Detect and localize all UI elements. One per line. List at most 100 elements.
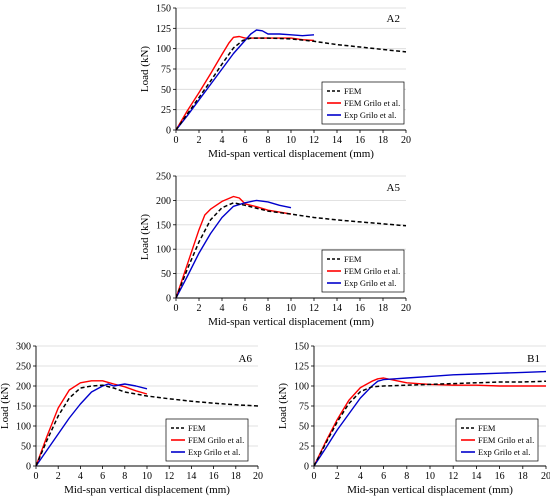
y-tick-label: 100 (294, 382, 309, 393)
x-tick-label: 18 (378, 303, 388, 314)
panel-label: A5 (387, 182, 401, 194)
legend-label: FEM Grilo et al. (344, 266, 400, 276)
legend-label: Exp Grilo et al. (344, 278, 396, 288)
x-tick-label: 2 (335, 471, 340, 482)
legend-label: FEM (188, 423, 206, 433)
x-tick-label: 16 (209, 471, 219, 482)
x-tick-label: 10 (286, 303, 296, 314)
series-line-exp-grilo-et-al- (175, 199, 292, 299)
chart-panel-a6: 0 2 4 6 8 10 12 14 16 18 20050100150200250300Mid-s… (0, 342, 263, 497)
y-tick-label: 150 (156, 4, 171, 15)
y-tick-label: 25 (299, 442, 309, 453)
x-tick-label: 4 (220, 135, 225, 146)
x-tick-label: 20 (401, 303, 411, 314)
x-tick-label: 2 (197, 303, 202, 314)
y-axis-title: Load (kN) (139, 46, 151, 92)
y-tick-label: 150 (16, 402, 31, 413)
x-tick-label: 12 (309, 135, 319, 146)
x-axis-title: Mid-span vertical displacement (mm) (347, 484, 513, 496)
series-line-exp-grilo-et-al- (313, 370, 547, 467)
series-line-fem-grilo-et-al- (175, 35, 315, 131)
x-tick-label: 0 (34, 471, 39, 482)
y-tick-label: 0 (304, 462, 309, 473)
y-tick-label: 100 (156, 245, 171, 256)
legend-label: FEM (478, 423, 496, 433)
x-tick-label: 16 (495, 471, 505, 482)
y-tick-label: 150 (156, 220, 171, 231)
legend-label: FEM Grilo et al. (344, 98, 400, 108)
y-tick-label: 75 (299, 402, 309, 413)
x-tick-label: 14 (332, 303, 342, 314)
y-tick-label: 125 (156, 24, 171, 35)
legend-label: Exp Grilo et al. (188, 447, 240, 457)
x-tick-label: 8 (122, 471, 127, 482)
x-axis-title: Mid-span vertical displacement (mm) (208, 316, 374, 328)
y-tick-label: 100 (16, 422, 31, 433)
x-tick-label: 0 (174, 135, 179, 146)
x-tick-label: 20 (253, 471, 263, 482)
x-tick-label: 10 (142, 471, 152, 482)
y-axis-title: Load (kN) (0, 383, 11, 429)
x-tick-label: 8 (266, 135, 271, 146)
x-tick-label: 20 (541, 471, 550, 482)
legend-label: FEM Grilo et al. (188, 435, 244, 445)
x-tick-label: 10 (286, 135, 296, 146)
series-line-exp-grilo-et-al- (35, 383, 148, 467)
x-tick-label: 14 (471, 471, 481, 482)
y-tick-label: 50 (21, 442, 31, 453)
x-tick-label: 2 (197, 135, 202, 146)
series-line-fem-grilo-et-al- (35, 380, 148, 467)
panel-label: A2 (387, 13, 400, 25)
x-tick-label: 6 (243, 135, 248, 146)
y-tick-label: 50 (161, 85, 171, 96)
legend-label: Exp Grilo et al. (344, 110, 396, 120)
x-tick-label: 16 (355, 303, 365, 314)
y-tick-label: 150 (294, 342, 309, 353)
x-tick-label: 18 (231, 471, 241, 482)
panel-label: B1 (527, 353, 540, 365)
chart-panel-a5: 0 2 4 6 8 10 12 14 16 18 20050100150200250Mid-span… (139, 172, 411, 329)
x-tick-label: 12 (164, 471, 174, 482)
series-line-exp-grilo-et-al- (175, 29, 315, 131)
y-axis-title: Load (kN) (139, 214, 151, 260)
legend-label: FEM (344, 86, 362, 96)
x-tick-label: 14 (186, 471, 196, 482)
y-tick-label: 0 (26, 462, 31, 473)
y-tick-label: 125 (294, 362, 309, 373)
y-tick-label: 100 (156, 44, 171, 55)
x-tick-label: 10 (425, 471, 435, 482)
x-tick-label: 6 (243, 303, 248, 314)
series-line-fem (35, 384, 259, 467)
y-tick-label: 75 (161, 65, 171, 76)
x-tick-label: 4 (220, 303, 225, 314)
series-line-fem (313, 380, 547, 467)
y-tick-label: 250 (156, 172, 171, 183)
legend-label: FEM Grilo et al. (478, 435, 534, 445)
y-tick-label: 50 (299, 422, 309, 433)
y-axis-title: Load (kN) (277, 383, 289, 429)
x-tick-label: 0 (174, 303, 179, 314)
y-tick-label: 0 (166, 294, 171, 305)
series-line-fem (175, 202, 407, 299)
x-tick-label: 18 (518, 471, 528, 482)
x-tick-label: 6 (100, 471, 105, 482)
x-tick-label: 6 (381, 471, 386, 482)
chart-panel-a2: 0 2 4 6 8 10 12 14 16 18 20 0 25 50 75 100 125 150 Mid-spa… (139, 4, 411, 161)
x-tick-label: 20 (401, 135, 411, 146)
legend-label: Exp Grilo et al. (478, 447, 530, 457)
y-tick-label: 300 (16, 342, 31, 353)
x-axis-title: Mid-span vertical displacement (mm) (64, 484, 230, 496)
chart-panel-b1: 0 2 4 6 8 10 12 14 16 18 20 0 25 50 75 100 125 150 Mid-spa… (277, 342, 550, 497)
series-line-fem-grilo-et-al- (175, 195, 292, 299)
series-line-fem (175, 37, 407, 131)
y-tick-label: 250 (16, 362, 31, 373)
x-tick-label: 4 (358, 471, 363, 482)
x-tick-label: 18 (378, 135, 388, 146)
y-tick-label: 25 (161, 105, 171, 116)
x-tick-label: 12 (448, 471, 458, 482)
x-tick-label: 14 (332, 135, 342, 146)
x-tick-label: 4 (78, 471, 83, 482)
x-tick-label: 8 (404, 471, 409, 482)
y-tick-label: 0 (166, 126, 171, 137)
